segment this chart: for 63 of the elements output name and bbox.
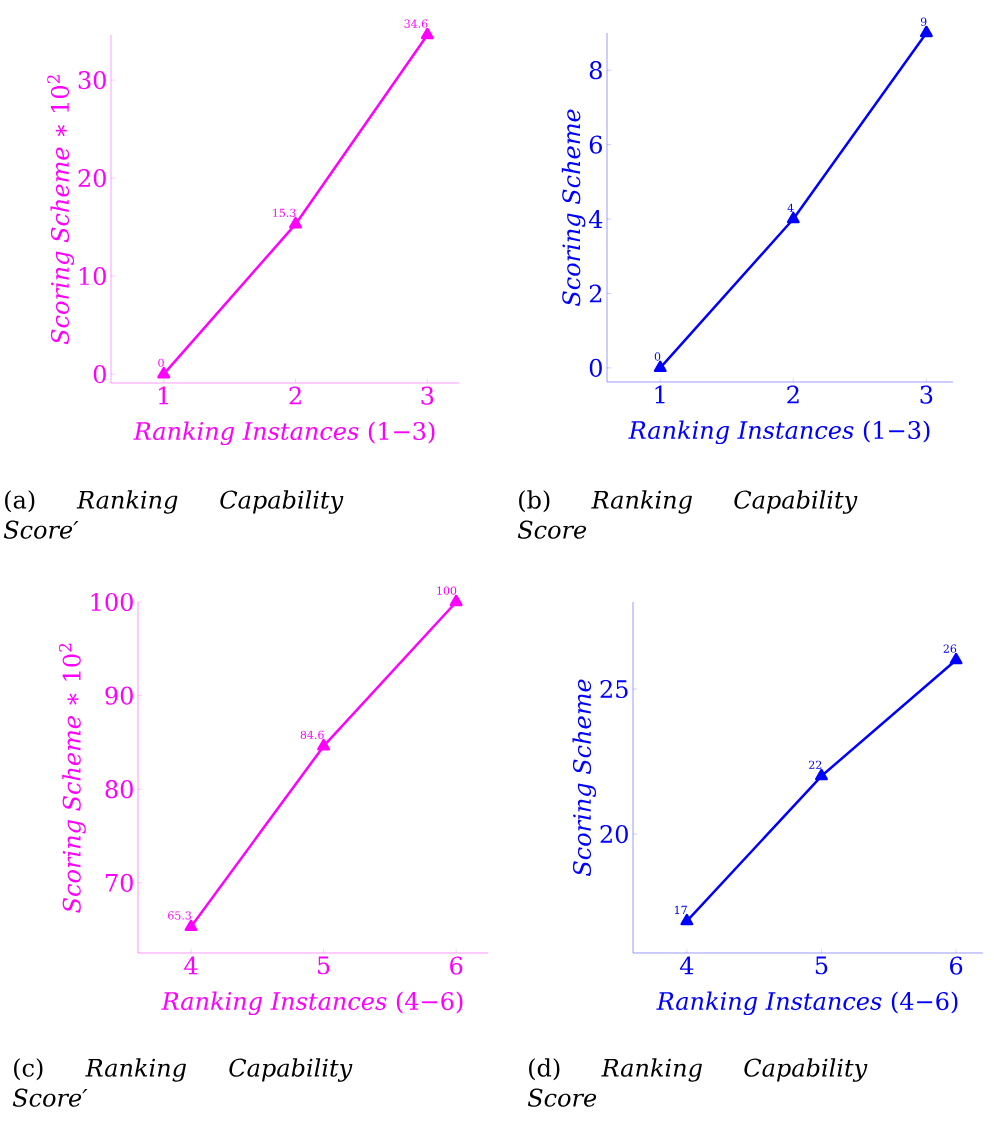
y-tick-label: 30 — [78, 71, 106, 90]
y-tick-label: 20 — [78, 169, 106, 188]
y-tick-label: 2 — [589, 284, 602, 303]
point — [289, 216, 302, 229]
y-tick-label: 25 — [600, 679, 628, 699]
y-tick-label: 100 — [91, 592, 133, 612]
x-tick-label: 3 — [920, 385, 933, 404]
y-tick-label: 20 — [600, 824, 628, 844]
x-tick-label: 1 — [159, 386, 168, 405]
y-tick-label: 70 — [105, 873, 133, 892]
chart-title: (b) Ranking Capability Score — [517, 490, 858, 539]
x-tick-label: 4 — [679, 956, 694, 975]
chart-title: (d) Ranking Capability Score — [527, 1058, 868, 1107]
chart-title: (c) Ranking Capability Score′ — [12, 1058, 353, 1107]
y-tick-label: 90 — [105, 686, 133, 705]
data-label: 15.3 — [273, 208, 296, 217]
x-axis-title: Ranking Instances (1−3) — [628, 420, 930, 445]
point — [317, 738, 331, 751]
data-label: 0 — [158, 358, 164, 367]
data-label: 17 — [675, 905, 687, 914]
y-tick-label: 6 — [589, 135, 602, 154]
y-axis-title: Scoring Scheme ∗ 10$^{2}$ — [58, 643, 86, 913]
x-axis-title: Ranking Instances (4−6) — [656, 991, 958, 1016]
point — [786, 211, 800, 224]
point — [420, 27, 434, 40]
point — [449, 594, 463, 607]
x-tick-label: 3 — [421, 386, 434, 405]
x-tick-label: 6 — [950, 956, 963, 975]
point — [653, 360, 667, 373]
data-label: 100 — [437, 586, 457, 595]
point — [680, 913, 694, 926]
point — [919, 25, 933, 38]
data-label: 22 — [809, 760, 822, 769]
data-label: 84.6 — [300, 730, 324, 739]
data-label: 0 — [654, 352, 661, 361]
data-label: 34.6 — [404, 19, 428, 28]
x-tick-label: 4 — [184, 956, 198, 975]
chart-title: (a) Ranking Capability Score′ — [3, 490, 344, 539]
data-label: 26 — [943, 644, 957, 653]
point — [815, 768, 828, 781]
y-tick-label: 0 — [589, 358, 602, 377]
x-tick-label: 1 — [655, 385, 665, 404]
point — [949, 652, 963, 665]
point — [157, 366, 171, 379]
x-tick-label: 2 — [787, 385, 799, 404]
data-label: 65.3 — [168, 911, 192, 920]
y-axis-title: Scoring Scheme — [572, 679, 597, 877]
x-axis-title: Ranking Instances (1−3) — [133, 421, 435, 446]
y-tick-label: 8 — [589, 61, 602, 80]
point — [184, 919, 198, 932]
x-tick-label: 6 — [450, 956, 463, 975]
data-label: 9 — [920, 17, 927, 26]
y-tick-label: 80 — [105, 780, 133, 799]
y-axis-title: Scoring Scheme ∗ 10$^{2}$ — [47, 75, 75, 345]
y-tick-label: 0 — [93, 365, 106, 384]
x-tick-label: 5 — [815, 956, 828, 975]
y-tick-label: 10 — [79, 267, 106, 286]
x-tick-label: 2 — [289, 386, 301, 405]
x-axis-title: Ranking Instances (4−6) — [161, 991, 463, 1016]
data-label: 4 — [787, 203, 794, 212]
x-tick-label: 5 — [318, 956, 330, 975]
y-tick-label: 4 — [588, 210, 603, 228]
y-axis-title: Scoring Scheme — [561, 109, 586, 307]
